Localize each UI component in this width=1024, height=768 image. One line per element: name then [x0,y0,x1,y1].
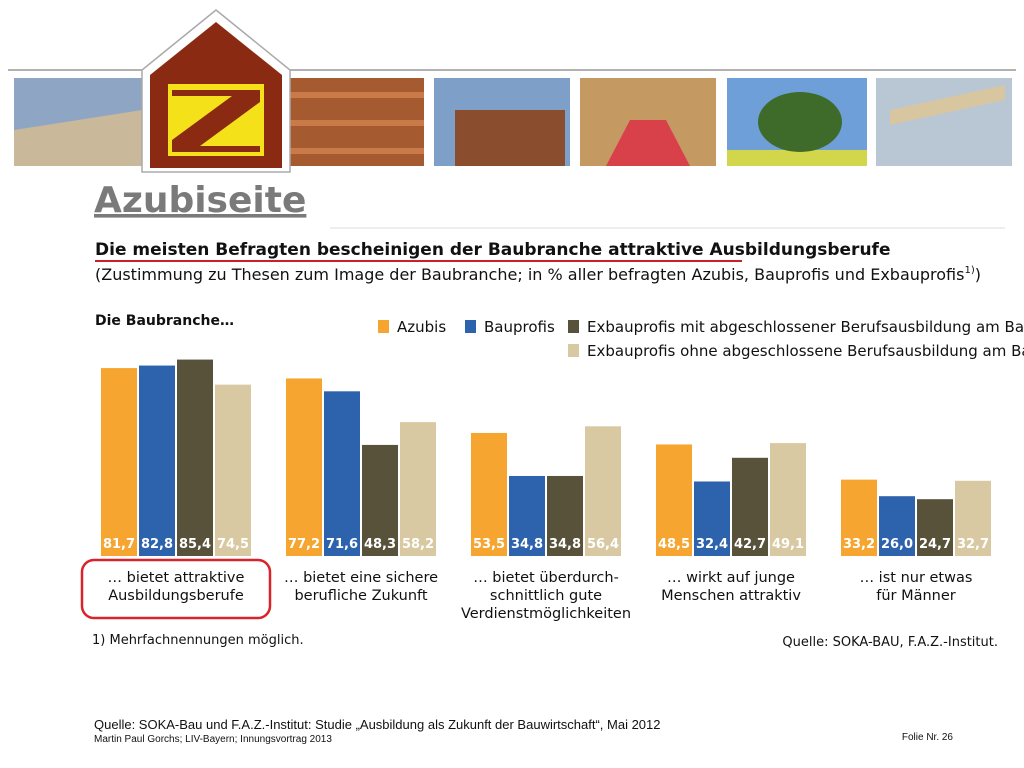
logo [141,9,291,173]
chart-label: Die Baubranche… [95,313,234,329]
slide-heading: Azubiseite [94,180,306,221]
category-line: … bietet eine sichere [284,570,438,586]
value-label: 58,2 [402,537,434,552]
value-label: 71,6 [326,537,358,552]
bar [509,475,545,556]
bar [177,359,213,556]
value-label: 85,4 [179,537,211,552]
value-label: 56,4 [587,537,619,552]
footnote: 1) Mehrfachnennungen möglich. [92,633,304,648]
header-images [14,78,1012,166]
footer-author: Martin Paul Gorchs; LIV-Bayern; Innungsv… [94,734,332,745]
value-label: 33,2 [843,537,875,552]
category-line: berufliche Zukunft [294,588,427,604]
bar [585,426,621,556]
bar [917,499,953,556]
category-line: für Männer [876,588,956,604]
legend-label: Exbauprofis ohne abgeschlossene Berufsau… [587,342,1024,360]
bar [547,475,583,556]
subtitle-note: 1) [964,265,974,276]
category-line: schnittlich gute [490,588,602,604]
category-label: … bietet eine sichere berufliche Zukunft [284,570,438,604]
legend-swatch [378,320,389,333]
category-label: … bietet überdurch-schnittlich gute Verdi… [461,570,631,622]
source: Quelle: SOKA-BAU, F.A.Z.-Institut. [782,635,998,650]
category-line: Verdienstmöglichkeiten [461,606,631,622]
value-label: 24,7 [919,537,951,552]
category-line: … ist nur etwas [860,570,973,586]
legend-label: Bauprofis [484,318,555,336]
bar [841,479,877,556]
category-line: Menschen attraktiv [661,588,801,604]
bar [879,496,915,556]
bar [955,480,991,556]
bar [324,391,360,556]
value-label: 48,5 [658,537,690,552]
bar [656,444,692,556]
value-label: 82,8 [141,537,173,552]
value-label: 74,5 [217,537,249,552]
value-label: 42,7 [734,537,766,552]
footer-source: Quelle: SOKA-Bau und F.A.Z.-Institut: St… [94,717,661,732]
category-label: … bietet attraktive Ausbildungsberufe [108,570,245,604]
bar [471,432,507,556]
legend-label: Exbauprofis mit abgeschlossener Berufsau… [587,318,1024,336]
subtitle-end: ) [975,265,981,284]
value-label: 77,2 [288,537,320,552]
value-label: 32,4 [696,537,728,552]
category-label: … ist nur etwas für Männer [860,570,973,604]
subtitle-text: (Zustimmung zu Thesen zum Image der Baub… [95,265,964,284]
bar [694,481,730,556]
value-label: 81,7 [103,537,135,552]
bar [286,378,322,556]
legend-swatch [568,320,579,333]
bar [362,444,398,556]
bar [215,384,251,556]
value-label: 26,0 [881,537,913,552]
category-line: … bietet attraktive [108,570,245,586]
category-line: … wirkt auf junge [667,570,795,586]
value-label: 49,1 [772,537,804,552]
bar [400,422,436,556]
value-label: 48,3 [364,537,396,552]
highlight-box [80,558,272,620]
legend-swatch [465,320,476,333]
category-line: … bietet überdurch- [473,570,619,586]
chart-subtitle: (Zustimmung zu Thesen zum Image der Baub… [95,265,981,284]
legend-swatch [568,344,579,357]
chart-title: Die meisten Befragten bescheinigen der B… [95,240,890,260]
bar [732,457,768,556]
category-label: … wirkt auf junge Menschen attraktiv [661,570,801,604]
category-line: Ausbildungsberufe [108,588,244,604]
bar [770,443,806,556]
value-label: 34,8 [549,537,581,552]
value-label: 34,8 [511,537,543,552]
slide-number: Folie Nr. 26 [902,732,954,743]
legend-label: Azubis [397,318,446,336]
value-label: 53,5 [473,537,505,552]
bar [101,368,137,556]
bar [139,365,175,556]
value-label: 32,7 [957,537,989,552]
